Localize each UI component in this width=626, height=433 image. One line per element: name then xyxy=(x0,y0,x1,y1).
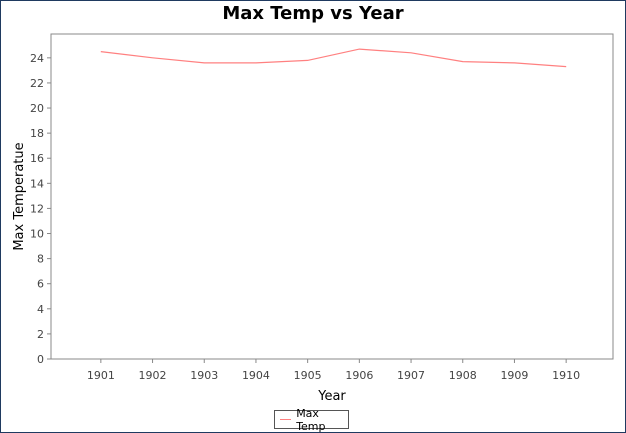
x-tick-label: 1901 xyxy=(87,369,115,382)
y-tick-label: 16 xyxy=(30,152,44,165)
x-axis-label: Year xyxy=(317,389,346,404)
x-tick-label: 1909 xyxy=(500,369,528,382)
y-tick-label: 20 xyxy=(30,102,44,115)
y-tick-label: 24 xyxy=(30,52,44,65)
x-tick-label: 1908 xyxy=(449,369,477,382)
y-tick-label: 6 xyxy=(37,278,44,291)
y-tick-label: 18 xyxy=(30,127,44,140)
series-line xyxy=(100,48,567,68)
x-tick-label: 1903 xyxy=(190,369,218,382)
x-tick-label: 1906 xyxy=(345,369,373,382)
x-tick-label: 1907 xyxy=(397,369,425,382)
y-axis-label: Max Temperatue xyxy=(12,142,27,250)
series-layer xyxy=(100,48,567,68)
y-tick-label: 0 xyxy=(37,353,44,366)
y-tick-label: 4 xyxy=(37,303,44,316)
y-tick-label: 22 xyxy=(30,77,44,90)
y-tick-label: 12 xyxy=(30,202,44,215)
x-axis: 1901 1902 1903 1904 1905 1906 1907 1908 1909 1910 xyxy=(87,359,580,382)
y-tick-label: 10 xyxy=(30,228,44,241)
y-tick-label: 8 xyxy=(37,253,44,266)
x-tick-label: 1902 xyxy=(139,369,167,382)
y-tick-label: 14 xyxy=(30,177,44,190)
legend: Max Temp xyxy=(274,407,349,433)
x-tick-label: 1910 xyxy=(552,369,580,382)
legend-label: Max Temp xyxy=(296,406,326,433)
chart-title: Max Temp vs Year xyxy=(222,3,404,24)
x-tick-label: 1904 xyxy=(242,369,270,382)
y-tick-label: 2 xyxy=(37,328,44,341)
plot-area xyxy=(50,33,614,360)
x-tick-label: 1905 xyxy=(294,369,322,382)
legend-swatch xyxy=(280,419,292,420)
